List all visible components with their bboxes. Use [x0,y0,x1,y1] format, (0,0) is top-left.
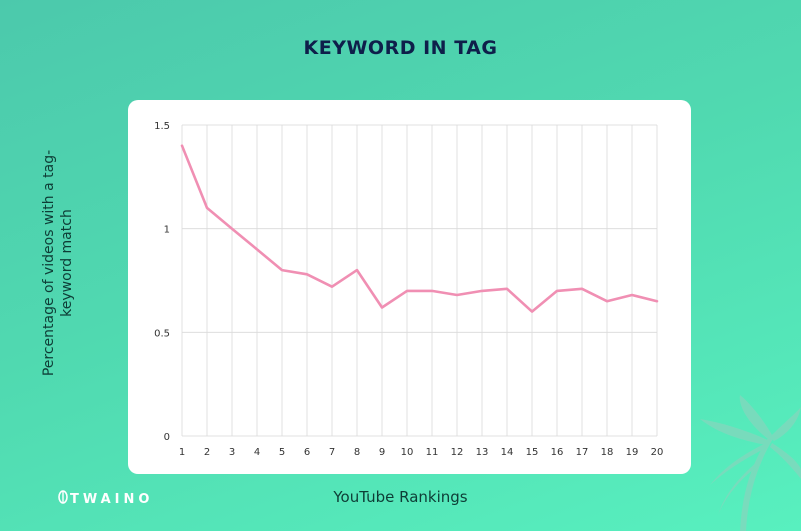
brand-logo: TWAINO [57,490,153,507]
logo-text: TWAINO [70,492,154,507]
x-tick-label: 4 [254,447,260,458]
x-tick-label: 12 [451,447,464,458]
palm-leaf-icon [700,395,801,531]
x-tick-label: 17 [576,447,589,458]
x-tick-label: 14 [501,447,514,458]
x-tick-label: 10 [401,447,414,458]
y-tick-label: 1.5 [154,121,170,132]
x-tick-label: 11 [426,447,439,458]
line-chart: 00.511.5 1 2 3 4 5 6 7 8 9 10 11 12 13 14 15 16 17 18 19 20 [154,121,664,458]
x-tick-label: 3 [229,447,235,458]
x-tick-label: 19 [626,447,639,458]
series [180,144,659,313]
x-tick-label: 18 [601,447,614,458]
x-axis-ticks: 1 2 3 4 5 6 7 8 9 10 11 12 13 14 15 16 17 18 19 20 [179,447,664,458]
x-tick-label: 8 [354,447,360,458]
y-tick-label: 1 [164,225,170,236]
x-tick-label: 2 [204,447,210,458]
y-tick-label: 0 [164,432,170,443]
chart-card: 0 0.5 1 1.5 1 2 3 4 5 6 7 8 9 10 11 12 13 14 15 16 17 18 19 20 [128,100,691,474]
x-tick-label: 1 [179,447,185,458]
y-tick-label: 0.5 [154,328,170,339]
x-tick-label: 5 [279,447,285,458]
x-axis-label: YouTube Rankings [333,488,468,506]
grid [181,124,658,437]
page-title: KEYWORD IN TAG [303,37,498,59]
x-tick-label: 13 [476,447,489,458]
x-tick-label: 9 [379,447,385,458]
logo-leaf-icon [58,490,68,504]
x-tick-label: 7 [329,447,335,458]
x-tick-label: 6 [304,447,310,458]
series-line [180,144,659,313]
x-tick-label: 15 [526,447,539,458]
y-axis-ticks: 0 0.5 1 1.5 [154,121,170,443]
x-tick-label: 20 [651,447,664,458]
y-axis-label: Percentage of videos with a tag-keyword … [41,149,75,377]
x-tick-label: 16 [551,447,564,458]
